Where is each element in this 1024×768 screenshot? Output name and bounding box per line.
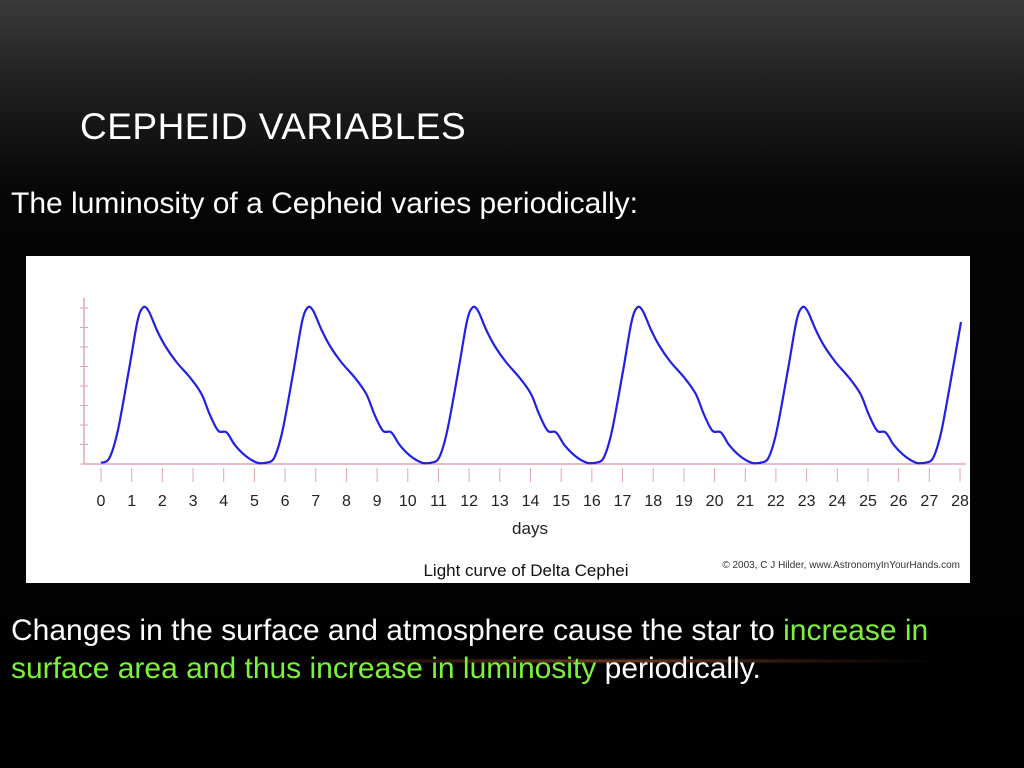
chart-svg: 0 1 2 3 4 5 6 7 8 9 10 11 12 13 14 15 16 17 18 19 20 21 22 23 24… [80, 298, 969, 580]
x-tick-label: 26 [890, 493, 908, 510]
x-tick-label: 27 [920, 493, 938, 510]
x-tick-label: 15 [552, 493, 570, 510]
body-text-part1: Changes in the surface and atmosphere ca… [11, 614, 784, 647]
x-tick-label: 4 [219, 493, 228, 510]
chart-credit: © 2003, C J Hilder, www.AstronomyInYourH… [722, 560, 960, 571]
x-tick-label: 17 [614, 493, 632, 510]
x-tick-label: 18 [644, 493, 662, 510]
x-tick-label: 1 [127, 493, 136, 510]
decorative-glow [290, 658, 930, 664]
x-tick-label: 6 [281, 493, 290, 510]
body-text-highlight: increase in surface area and thus increa… [11, 614, 929, 685]
x-tick-label: 16 [583, 493, 601, 510]
x-tick-label: 21 [736, 493, 754, 510]
x-tick-label: 13 [491, 493, 509, 510]
chart-title: Light curve of Delta Cephei [423, 561, 628, 580]
x-tick-label: 25 [859, 493, 877, 510]
x-tick-label: 2 [158, 493, 167, 510]
x-tick-label: 8 [342, 493, 351, 510]
x-tick-label: 14 [522, 493, 540, 510]
x-tick-label: 19 [675, 493, 693, 510]
x-tick-label: 23 [798, 493, 816, 510]
x-tick-label: 7 [311, 493, 320, 510]
x-tick-label: 28 [951, 493, 969, 510]
x-tick-label: 0 [97, 493, 106, 510]
intro-text: The luminosity of a Cepheid varies perio… [11, 187, 638, 220]
body-text: Changes in the surface and atmosphere ca… [11, 612, 1011, 688]
x-tick-label: 9 [373, 493, 382, 510]
x-axis-label: days [512, 519, 548, 538]
light-curve-chart: 0 1 2 3 4 5 6 7 8 9 10 11 12 13 14 15 16 17 18 19 20 21 22 23 24… [26, 256, 970, 583]
x-tick-label: 20 [706, 493, 724, 510]
x-tick-label: 22 [767, 493, 785, 510]
x-tick-label: 3 [189, 493, 198, 510]
x-tick-label: 11 [430, 493, 447, 510]
x-tick-label: 24 [828, 493, 846, 510]
x-tick-label: 5 [250, 493, 259, 510]
body-text-part2: periodically. [596, 652, 761, 685]
x-tick-label: 12 [460, 493, 478, 510]
slide-title: CEPHEID VARIABLES [80, 106, 467, 147]
x-tick-label: 10 [399, 493, 417, 510]
light-curve-line [100, 305, 963, 465]
